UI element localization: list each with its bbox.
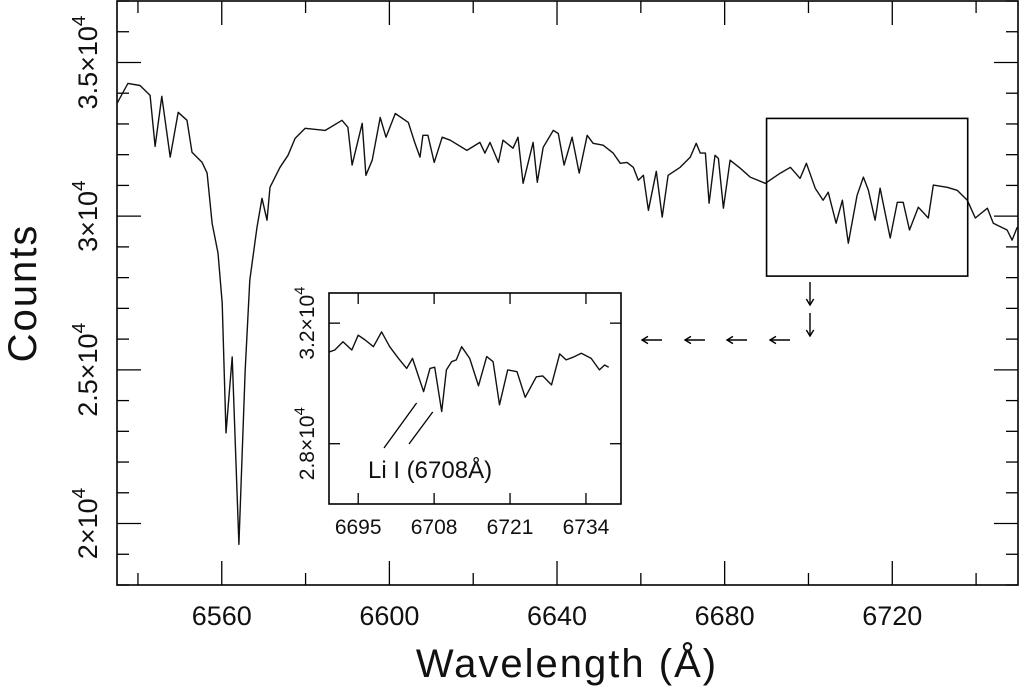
y-tick-label: 2.5×104 xyxy=(69,323,103,417)
y-tick-label: 3×104 xyxy=(69,180,103,251)
inset-plot: 6695 6708 6721 6734 2.8×104 3.2×104 xyxy=(293,287,622,539)
plot-frame xyxy=(116,0,1019,586)
plot-frame xyxy=(328,292,622,505)
x-axis-title: Wavelength (Å) xyxy=(416,641,718,686)
x-tick-label: 6720 xyxy=(862,601,922,631)
x-tick-label: 6695 xyxy=(335,516,382,539)
arrow-head-icon xyxy=(640,335,649,345)
arrow-head-icon xyxy=(725,335,734,345)
zoom-region-box xyxy=(765,117,969,277)
x-tick-label: 6560 xyxy=(192,601,252,631)
x-tick-label: 6708 xyxy=(411,516,458,539)
y-tick-label: 3.2×104 xyxy=(293,287,319,360)
li-pointer-line xyxy=(408,411,434,445)
zoom-arrows xyxy=(640,282,815,345)
x-tick-label: 6600 xyxy=(359,601,419,631)
arrow-head-icon xyxy=(805,329,815,338)
y-tick-label: 2×104 xyxy=(69,488,103,559)
arrow-head-icon xyxy=(805,298,815,307)
li-pointer-line xyxy=(383,402,418,449)
x-tick-label: 6721 xyxy=(487,516,534,539)
arrow-head-icon xyxy=(683,335,692,345)
arrow-head-icon xyxy=(768,335,777,345)
spectrum-line xyxy=(329,331,610,413)
li-annotation-label: Li I (6708Å) xyxy=(368,456,492,484)
x-tick-label: 6734 xyxy=(563,516,610,539)
y-axis-title: Counts xyxy=(1,224,45,363)
main-plot: 6560 6600 6640 6680 6720 2×104 2.5×104 3×104 3.5… xyxy=(69,0,1019,631)
y-tick-label: 3.5×104 xyxy=(69,16,103,110)
spectrum-line xyxy=(116,82,1018,546)
x-tick-label: 6680 xyxy=(695,601,755,631)
y-tick-label: 2.8×104 xyxy=(293,407,319,480)
x-tick-label: 6640 xyxy=(527,601,587,631)
